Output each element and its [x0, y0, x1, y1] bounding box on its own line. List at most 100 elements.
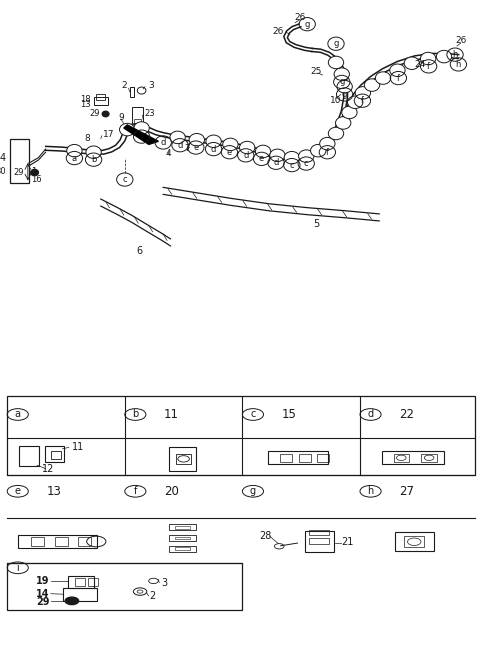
Text: d: d: [273, 158, 279, 167]
Text: d: d: [211, 144, 216, 154]
Text: 2: 2: [150, 591, 156, 602]
Text: e: e: [259, 154, 264, 163]
Circle shape: [223, 138, 238, 151]
Text: 21: 21: [342, 537, 354, 546]
Text: 6: 6: [136, 246, 142, 256]
Text: f: f: [133, 486, 137, 497]
Circle shape: [65, 597, 79, 605]
Text: c: c: [289, 161, 294, 170]
Text: 19: 19: [36, 576, 50, 586]
Text: 4: 4: [165, 148, 171, 157]
Text: g: g: [333, 39, 339, 48]
Text: c: c: [304, 159, 309, 168]
Circle shape: [404, 57, 420, 70]
Bar: [130, 87, 134, 97]
Circle shape: [420, 52, 436, 65]
Circle shape: [270, 149, 285, 161]
Text: f: f: [361, 96, 364, 105]
Circle shape: [320, 137, 335, 150]
Circle shape: [31, 169, 38, 176]
Circle shape: [299, 150, 314, 163]
Text: 7: 7: [184, 144, 190, 153]
Circle shape: [337, 81, 352, 93]
Circle shape: [284, 152, 300, 164]
Text: e: e: [227, 148, 232, 157]
Circle shape: [375, 72, 391, 85]
Circle shape: [120, 123, 135, 136]
Text: b: b: [132, 409, 139, 419]
Bar: [134, 119, 141, 125]
Text: h: h: [452, 50, 458, 59]
Text: e: e: [193, 143, 198, 152]
Text: f: f: [427, 62, 430, 71]
Text: 13: 13: [47, 485, 61, 498]
Circle shape: [328, 127, 344, 140]
Circle shape: [390, 64, 405, 77]
Bar: [96, 94, 105, 100]
Text: 9: 9: [118, 113, 124, 121]
Text: 17: 17: [103, 130, 115, 139]
Text: g: g: [339, 77, 345, 87]
Circle shape: [240, 141, 255, 154]
Bar: [94, 97, 108, 106]
Text: f: f: [397, 73, 400, 83]
Circle shape: [189, 133, 204, 146]
Circle shape: [342, 106, 357, 119]
Text: 12: 12: [42, 464, 54, 474]
Text: 23: 23: [144, 109, 155, 117]
Text: a: a: [15, 409, 21, 419]
Text: 13: 13: [80, 100, 90, 109]
Text: 27: 27: [399, 485, 414, 498]
Text: g: g: [342, 90, 348, 99]
Text: 25: 25: [310, 66, 322, 75]
Text: h: h: [456, 60, 461, 69]
Text: 1: 1: [31, 167, 36, 176]
Circle shape: [348, 96, 363, 108]
Text: b: b: [91, 155, 96, 164]
Bar: [7, 396, 475, 476]
Text: 16: 16: [31, 175, 41, 184]
Text: 2: 2: [121, 81, 127, 91]
Circle shape: [170, 131, 185, 144]
Text: 30: 30: [0, 167, 6, 176]
Bar: [7, 563, 242, 609]
Circle shape: [311, 144, 326, 157]
Text: 26: 26: [294, 13, 306, 22]
Text: 11: 11: [164, 408, 179, 421]
Text: e: e: [15, 486, 21, 497]
Text: 20: 20: [164, 485, 179, 498]
Text: d: d: [177, 140, 183, 150]
Circle shape: [364, 79, 380, 91]
Text: i: i: [16, 563, 19, 573]
Text: 18: 18: [80, 95, 90, 104]
Text: 26: 26: [273, 27, 284, 35]
Text: 22: 22: [399, 408, 414, 421]
Text: d: d: [368, 409, 373, 419]
Text: 11: 11: [72, 442, 84, 453]
Text: 8: 8: [84, 134, 90, 143]
Text: f: f: [326, 148, 329, 157]
Text: g: g: [250, 486, 256, 497]
Text: c: c: [250, 409, 256, 419]
Text: 10: 10: [330, 96, 342, 105]
Circle shape: [102, 112, 109, 117]
Text: 28: 28: [259, 531, 272, 541]
Text: 24: 24: [414, 60, 426, 69]
Circle shape: [255, 145, 271, 157]
Text: h: h: [367, 486, 374, 497]
Circle shape: [328, 56, 344, 69]
Text: 4: 4: [0, 153, 6, 163]
Text: a: a: [72, 154, 77, 163]
Text: 3: 3: [148, 81, 154, 91]
Circle shape: [355, 87, 371, 99]
Circle shape: [336, 117, 351, 129]
Text: g: g: [304, 20, 310, 29]
Text: 26: 26: [455, 37, 467, 45]
Text: 14: 14: [36, 588, 50, 599]
Circle shape: [334, 68, 349, 81]
Text: 29: 29: [36, 597, 50, 607]
Text: 5: 5: [313, 218, 320, 228]
Text: 29: 29: [89, 110, 100, 119]
Circle shape: [86, 146, 101, 159]
Text: d: d: [160, 138, 166, 147]
